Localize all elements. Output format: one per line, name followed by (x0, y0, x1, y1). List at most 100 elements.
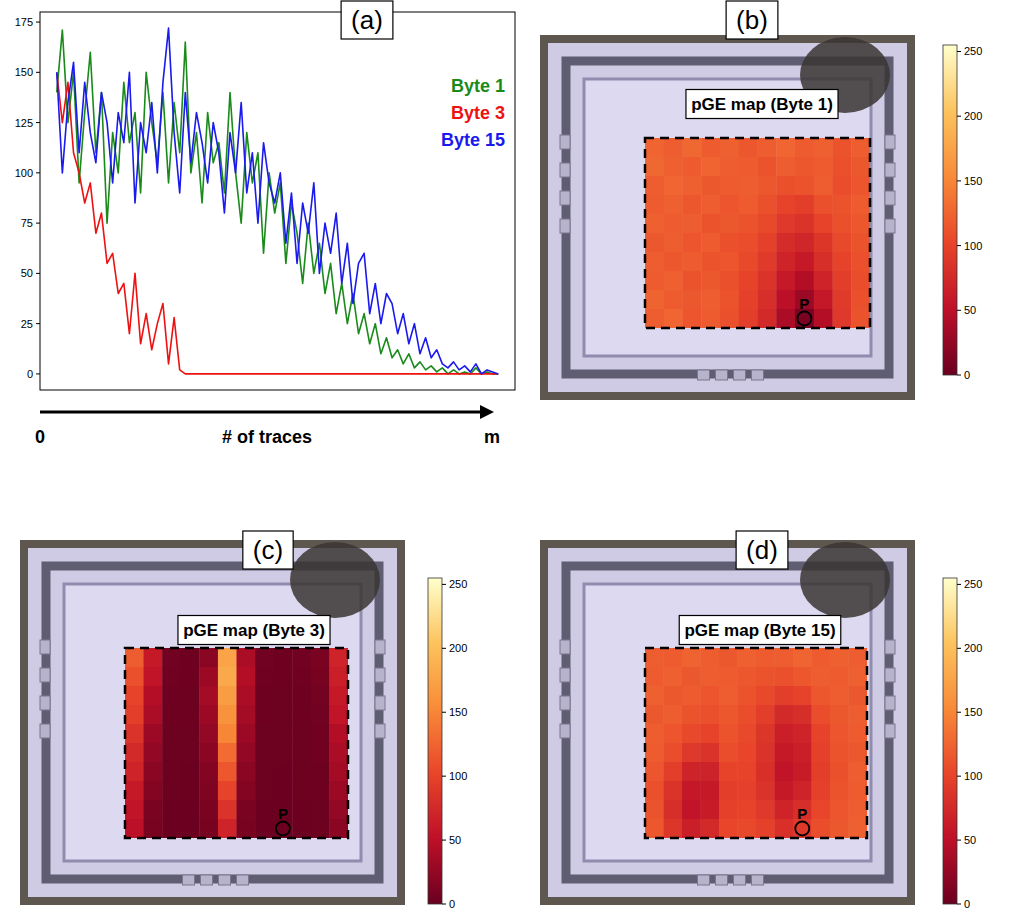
heatmap-cell (237, 781, 256, 800)
heatmap-cell (199, 686, 218, 705)
colorbar-tick (957, 776, 961, 777)
heatmap-cell (814, 252, 833, 271)
heatmap-cells (645, 138, 870, 328)
heatmap-cell (812, 781, 831, 800)
heatmap-cell (756, 724, 775, 743)
figure: 0255075100125150175Byte 1Byte 3Byte 150#… (0, 0, 1021, 911)
heatmap-cell (664, 705, 683, 724)
heatmap-cell (739, 214, 758, 233)
heatmap-cell (199, 705, 218, 724)
heatmap-cell (849, 648, 868, 667)
heatmap-cell (292, 781, 311, 800)
bond-pad (885, 640, 895, 654)
heatmap-cell (701, 195, 720, 214)
probe-marker (795, 822, 809, 836)
heatmap-cell (793, 724, 812, 743)
heatmap-cell (292, 648, 311, 667)
bond-pad (375, 668, 385, 682)
x-start-label: 0 (35, 427, 45, 447)
heatmap-cell (793, 648, 812, 667)
y-tick (36, 323, 40, 324)
heatmap-cell (851, 233, 870, 252)
heatmap-cell (237, 724, 256, 743)
heatmap-cell (664, 157, 683, 176)
bond-pad (560, 724, 570, 738)
heatmap-cell (701, 724, 720, 743)
heatmap-cell (701, 667, 720, 686)
heatmap-cell (683, 138, 702, 157)
heatmap-cell (645, 157, 664, 176)
heatmap-cell (758, 157, 777, 176)
heatmap-cell (701, 157, 720, 176)
heatmap-panel: P050100150200250 (20, 540, 467, 910)
heatmap-cell (775, 743, 794, 762)
heatmap-cells (125, 648, 348, 838)
title-box (726, 1, 778, 39)
heatmap-cell (775, 781, 794, 800)
heatmap-cell (237, 686, 256, 705)
y-tick-label: 150 (15, 66, 33, 78)
heatmap-cell (795, 252, 814, 271)
heatmap-cell (719, 724, 738, 743)
probe-label: P (797, 805, 807, 822)
heatmap-cell (701, 214, 720, 233)
colorbar-tick (957, 245, 961, 246)
heatmap-cell (776, 252, 795, 271)
heatmap-cell (814, 271, 833, 290)
heatmap-cell (664, 214, 683, 233)
title-box (341, 1, 393, 39)
heatmap-cell (795, 271, 814, 290)
chip-core (64, 584, 361, 861)
heatmap-cell (274, 762, 293, 781)
heatmap-cell (814, 290, 833, 309)
heatmap-cell (793, 762, 812, 781)
bond-pad (40, 640, 50, 654)
colorbar-tick-label: 0 (964, 898, 970, 910)
heatmap-cell (682, 705, 701, 724)
heatmap-cell (645, 214, 664, 233)
colorbar (943, 578, 957, 904)
heatmap-cell (645, 233, 664, 252)
heatmap-cell (255, 667, 274, 686)
heatmap-cell (812, 762, 831, 781)
y-tick-label: 100 (15, 167, 33, 179)
heatmap-cell (739, 271, 758, 290)
heatmap-cell (776, 195, 795, 214)
heatmap-cell (255, 819, 274, 838)
bond-pad (560, 640, 570, 654)
probe-marker (276, 822, 290, 836)
heatmap-cell (775, 686, 794, 705)
heatmap-cell (645, 309, 664, 328)
colorbar-tick (957, 116, 961, 117)
bond-pad (560, 191, 570, 205)
heatmap-cell (830, 762, 849, 781)
colorbar (428, 578, 442, 904)
heatmap-cell (793, 686, 812, 705)
heatmap-cell (683, 252, 702, 271)
heatmap-cell (683, 195, 702, 214)
bond-pad (698, 370, 710, 380)
colorbar-tick-label: 150 (964, 706, 982, 718)
heatmap-cell (739, 309, 758, 328)
heatmap-cell (833, 309, 852, 328)
heatmap-cell (329, 724, 348, 743)
colorbar-tick (957, 584, 961, 585)
heatmap-cell (701, 233, 720, 252)
heatmap-cell (830, 743, 849, 762)
y-tick-label: 75 (21, 217, 33, 229)
heatmap-cell (775, 762, 794, 781)
heatmap-cell (795, 176, 814, 195)
bond-pad (560, 668, 570, 682)
heatmap-cell (793, 743, 812, 762)
heatmap-cell (292, 800, 311, 819)
heatmap-cell (125, 667, 144, 686)
heatmap-cell (199, 648, 218, 667)
heatmap-cell (683, 271, 702, 290)
heatmap-cell (664, 271, 683, 290)
heatmap-cell (329, 686, 348, 705)
heatmap-cell (329, 743, 348, 762)
heatmap-cell (181, 667, 200, 686)
heatmap-cell (833, 138, 852, 157)
heatmap-cell (756, 800, 775, 819)
heatmap-cell (738, 800, 757, 819)
